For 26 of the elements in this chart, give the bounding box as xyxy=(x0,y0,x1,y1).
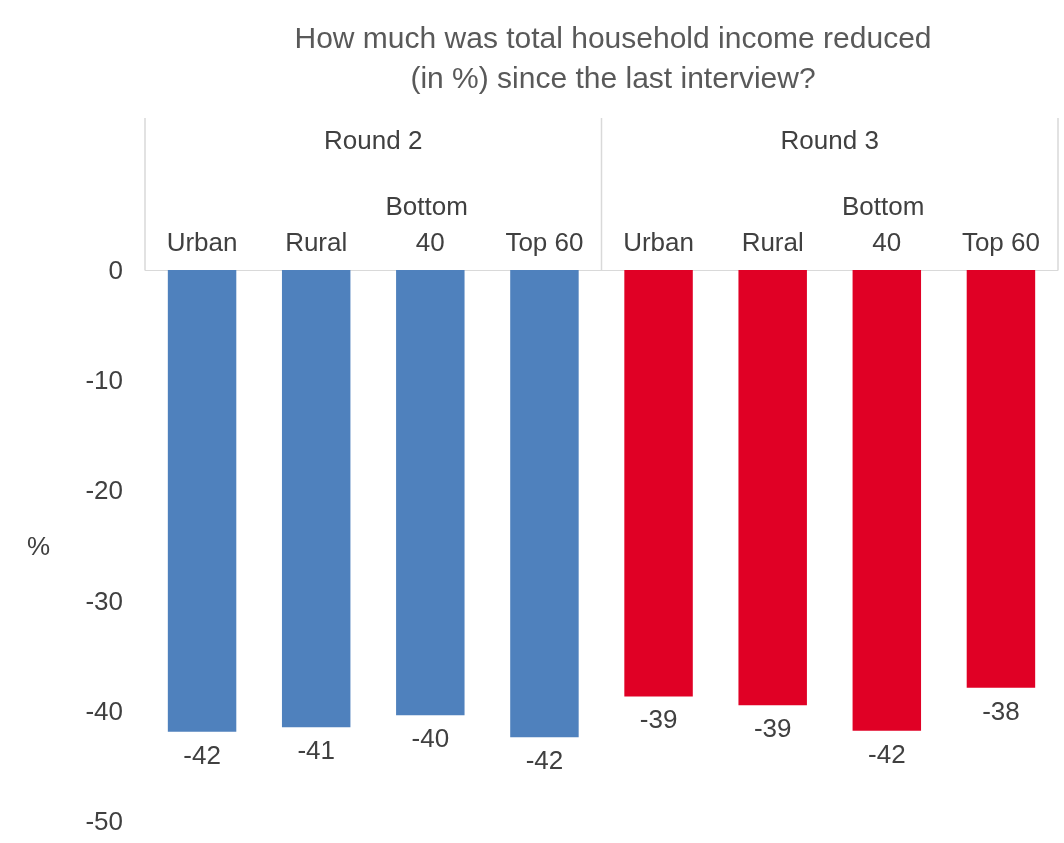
x-tick-label: Rural xyxy=(741,227,804,257)
text: Round 3 xyxy=(780,125,879,155)
x-tick-label: Top 60 xyxy=(505,227,584,257)
y-tick-label: -40 xyxy=(85,695,123,726)
chart-title: How much was total household income reduced (in %) since the last interview? xyxy=(294,20,932,94)
data-label: -39 xyxy=(639,704,678,735)
y-tick-label: -10 xyxy=(85,365,123,396)
data-label: -42 xyxy=(868,738,906,769)
y-tick-label: -30 xyxy=(85,585,123,616)
data-label: -38 xyxy=(982,695,1020,726)
x-tick-label: Urban xyxy=(623,227,694,257)
y-tick-label: -20 xyxy=(85,475,123,506)
x-tick-label: Top 60 xyxy=(961,227,1040,257)
text: Round 2 xyxy=(324,125,423,155)
data-label: -42 xyxy=(183,739,221,770)
data-label: -42 xyxy=(525,745,564,776)
x-tick-label: Rural xyxy=(285,227,348,257)
data-label: -41 xyxy=(297,735,335,766)
data-label: -40 xyxy=(411,723,450,754)
x-tick-label: Bottom 40 xyxy=(385,191,476,257)
x-tick-label: Urban xyxy=(166,227,238,257)
y-tick-label: -50 xyxy=(85,806,123,836)
y-axis-title: % xyxy=(26,530,50,561)
y-tick-label: 0 xyxy=(108,255,123,285)
x-tick-label: Bottom 40 xyxy=(842,191,932,257)
data-label: -39 xyxy=(753,713,792,744)
